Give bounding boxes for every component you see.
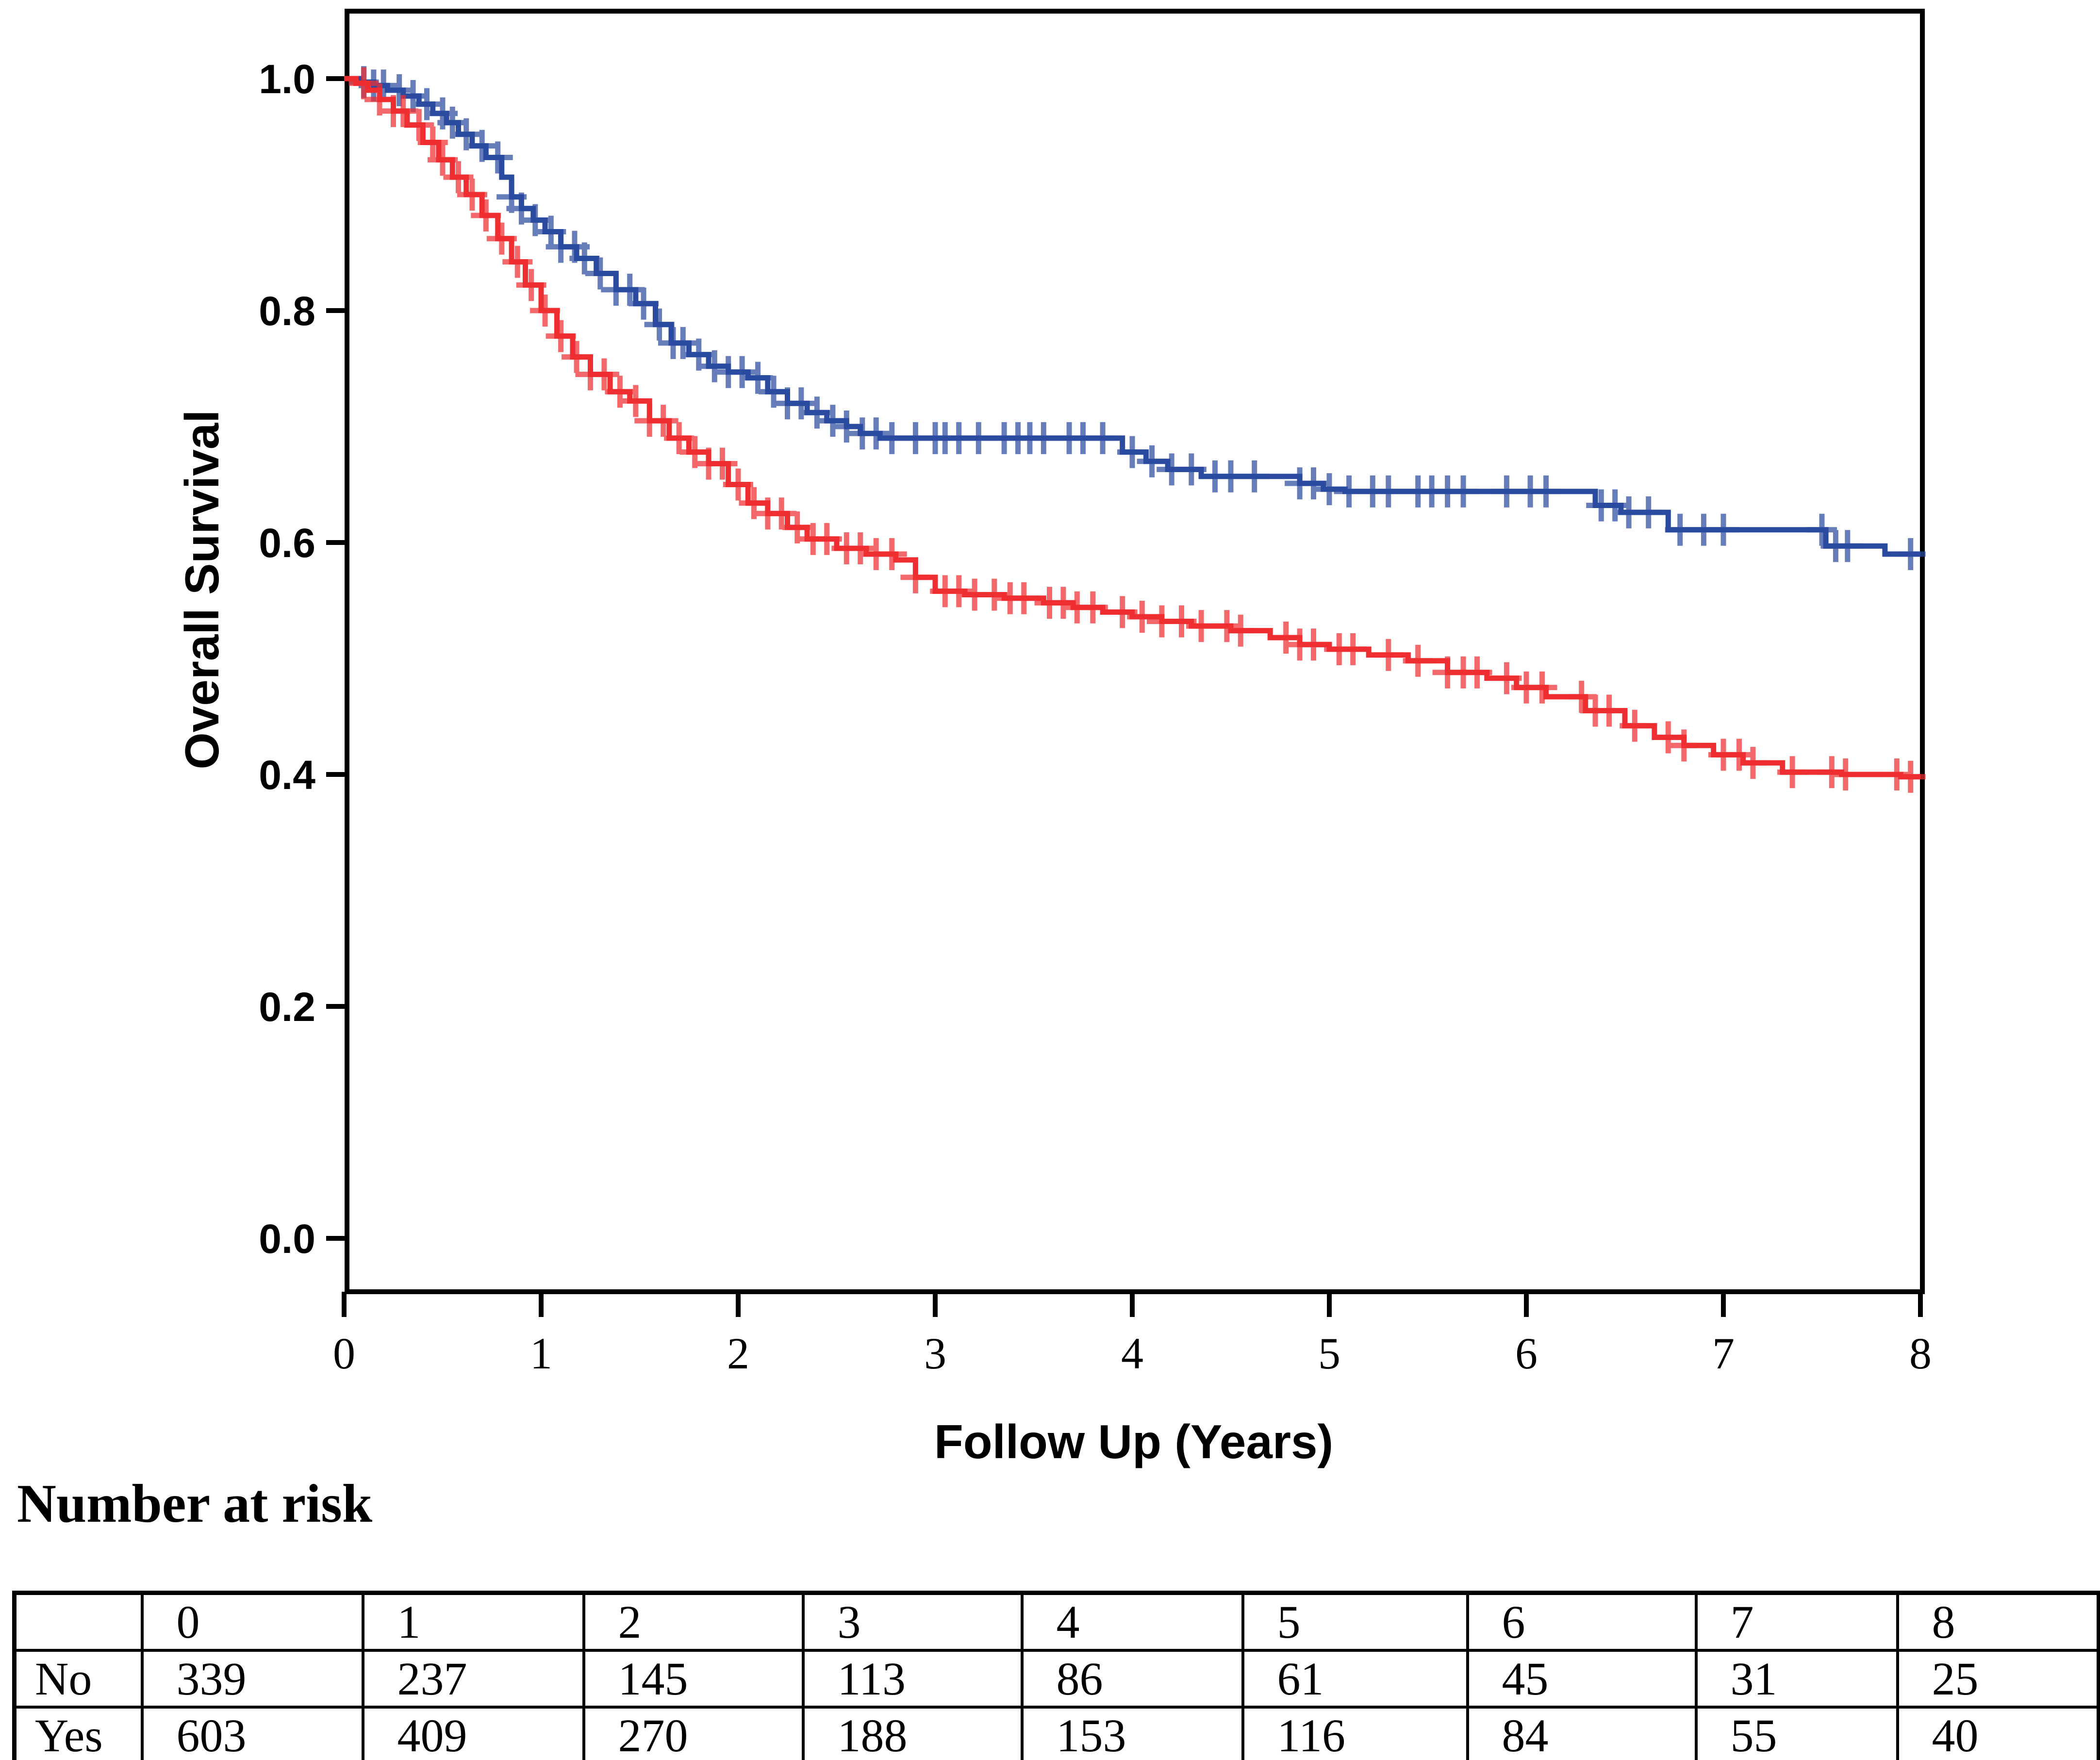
- risk-header-6: 6: [1466, 1591, 1698, 1652]
- ytick-0.6: 0.6: [259, 520, 315, 566]
- risk-table-heading: Number at risk: [17, 1474, 373, 1534]
- xtick-2: 2: [727, 1329, 749, 1378]
- survival-curve-no: [344, 76, 1920, 557]
- risk-yes-3: 188: [801, 1706, 1024, 1760]
- risk-header-2: 2: [582, 1591, 805, 1652]
- risk-no-3: 113: [801, 1649, 1024, 1709]
- xtick-1: 1: [530, 1329, 552, 1378]
- ytick-0.8: 0.8: [259, 288, 315, 334]
- y-axis-title: Overall Survival: [175, 410, 229, 770]
- risk-yes-5: 116: [1241, 1706, 1469, 1760]
- xtick-3: 3: [924, 1329, 946, 1378]
- number-at-risk-table: 0 1 2 3 4 5 6 7 8 No 339 237 145 113 86 …: [12, 1591, 2100, 1760]
- xtick-5: 5: [1318, 1329, 1340, 1378]
- survival-plot: 1.0 0.8 0.6 0.4 0.2 0.0 0 1 2 3 4 5 6 7 …: [175, 9, 1932, 1468]
- risk-row-no: No 339 237 145 113 86 61 45 31 25: [13, 1649, 2100, 1709]
- risk-yes-8: 40: [1896, 1706, 2100, 1760]
- risk-yes-1: 409: [361, 1706, 585, 1760]
- ytick-0.2: 0.2: [259, 984, 315, 1030]
- risk-no-5: 61: [1241, 1649, 1469, 1709]
- risk-header-8: 8: [1896, 1591, 2100, 1652]
- risk-row-no-label: No: [13, 1649, 144, 1709]
- risk-no-2: 145: [582, 1649, 805, 1709]
- xtick-8: 8: [1909, 1329, 1932, 1378]
- xtick-7: 7: [1712, 1329, 1735, 1378]
- risk-yes-4: 153: [1020, 1706, 1244, 1760]
- y-axis-tick-labels: 1.0 0.8 0.6 0.4 0.2 0.0: [259, 56, 315, 1262]
- y-axis-ticks: [326, 76, 347, 1241]
- survival-curve-yes: [344, 76, 1920, 780]
- risk-yes-6: 84: [1466, 1706, 1698, 1760]
- censor-marks-no: [348, 66, 1926, 570]
- risk-no-8: 25: [1896, 1649, 2100, 1709]
- risk-header-7: 7: [1694, 1591, 1899, 1652]
- censor-marks-yes: [348, 67, 1926, 793]
- x-axis-tick-labels: 0 1 2 3 4 5 6 7 8: [333, 1329, 1932, 1378]
- risk-header-row: 0 1 2 3 4 5 6 7 8: [13, 1591, 2100, 1652]
- ytick-0.0: 0.0: [259, 1216, 315, 1262]
- risk-no-7: 31: [1694, 1649, 1899, 1709]
- risk-header-corner: [13, 1591, 144, 1652]
- risk-header-0: 0: [140, 1591, 364, 1652]
- plot-frame: [345, 9, 1925, 1294]
- survival-curves: [344, 66, 1926, 793]
- ytick-0.4: 0.4: [259, 752, 315, 798]
- xtick-4: 4: [1121, 1329, 1143, 1378]
- risk-no-0: 339: [140, 1649, 364, 1709]
- risk-yes-7: 55: [1694, 1706, 1899, 1760]
- risk-row-yes-label: Yes: [13, 1706, 144, 1760]
- risk-header-5: 5: [1241, 1591, 1469, 1652]
- risk-yes-0: 603: [140, 1706, 364, 1760]
- x-axis-ticks: [342, 1292, 1923, 1317]
- risk-header-3: 3: [801, 1591, 1024, 1652]
- xtick-0: 0: [333, 1329, 355, 1378]
- risk-row-yes: Yes 603 409 270 188 153 116 84 55 40: [13, 1706, 2100, 1760]
- ytick-1.0: 1.0: [259, 56, 315, 102]
- risk-no-6: 45: [1466, 1649, 1698, 1709]
- risk-yes-2: 270: [582, 1706, 805, 1760]
- x-axis-title: Follow Up (Years): [934, 1415, 1333, 1468]
- risk-header-1: 1: [361, 1591, 585, 1652]
- risk-no-1: 237: [361, 1649, 585, 1709]
- risk-header-4: 4: [1020, 1591, 1244, 1652]
- risk-no-4: 86: [1020, 1649, 1244, 1709]
- xtick-6: 6: [1515, 1329, 1538, 1378]
